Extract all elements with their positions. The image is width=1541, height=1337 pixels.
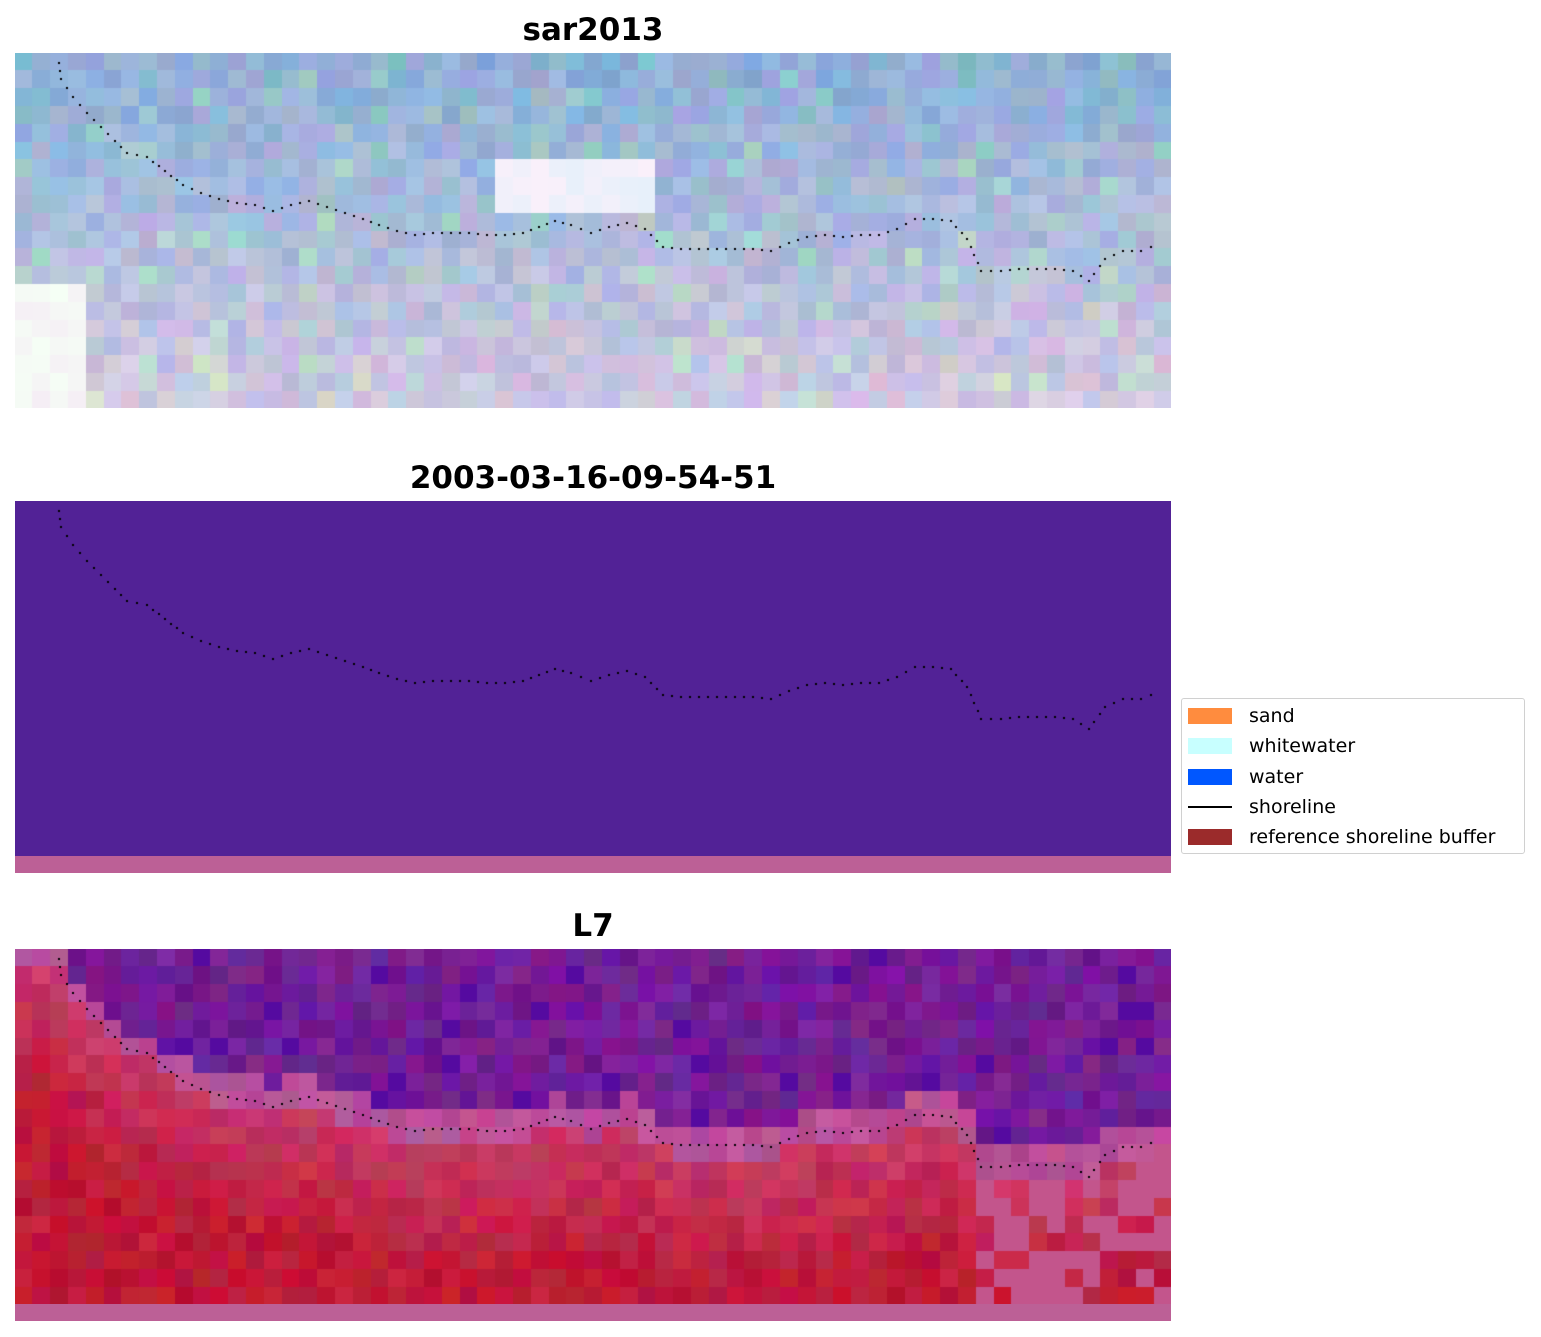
image-panel-2 <box>15 501 1171 856</box>
legend-swatch-whitewater <box>1188 738 1232 754</box>
panel-title-1: sar2013 <box>522 12 664 48</box>
classified-image-2 <box>15 501 1171 856</box>
legend-label-shoreline: shoreline <box>1249 796 1336 818</box>
legend-swatch-shoreline <box>1188 806 1232 808</box>
legend-label-sand: sand <box>1249 705 1295 727</box>
image-panel-3 <box>15 949 1171 1304</box>
legend-swatch-sand <box>1188 708 1232 724</box>
legend-swatch-reference-buffer <box>1188 829 1232 845</box>
index-image-3 <box>15 949 1171 1304</box>
legend: sand whitewater water shoreline referenc… <box>1181 698 1525 854</box>
legend-label-whitewater: whitewater <box>1249 735 1356 757</box>
legend-label-water: water <box>1249 766 1304 788</box>
legend-swatch-water <box>1188 769 1232 785</box>
bottom-strip-3 <box>15 1304 1171 1321</box>
image-panel-1 <box>15 53 1171 408</box>
legend-label-reference-buffer: reference shoreline buffer <box>1249 826 1496 848</box>
panel-title-3: L7 <box>572 908 614 944</box>
bottom-strip-2 <box>15 856 1171 873</box>
satellite-image-1 <box>15 53 1171 408</box>
panel-title-2: 2003-03-16-09-54-51 <box>409 460 777 496</box>
